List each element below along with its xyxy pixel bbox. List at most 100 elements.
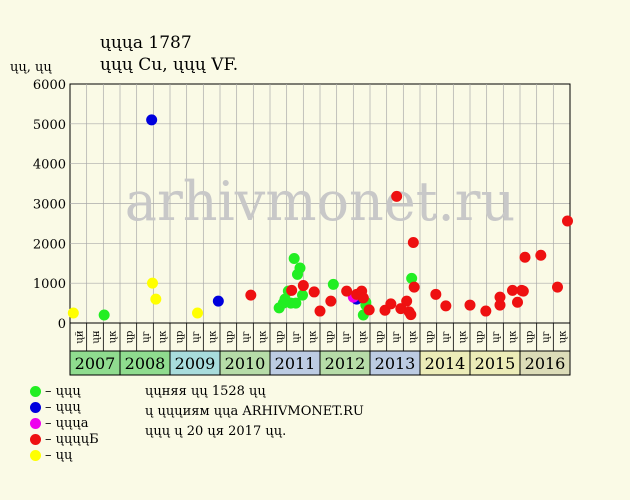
- quarter-label: ųк: [558, 330, 569, 343]
- quarter-label: ųг: [191, 331, 202, 343]
- quarter-label: ųг: [241, 331, 252, 343]
- year-cell: [369, 350, 421, 376]
- quarter-label: ųр: [274, 331, 285, 344]
- data-point: [297, 280, 309, 292]
- data-point: [507, 284, 518, 296]
- data-point: [407, 237, 419, 249]
- data-point: [405, 309, 417, 321]
- year-label: 2011: [275, 354, 316, 373]
- quarter-label: ųк: [208, 330, 219, 343]
- y-tick-label: 4000: [33, 158, 66, 173]
- quarter-label: ųг: [141, 331, 152, 343]
- data-point: [98, 309, 110, 321]
- legend-marker-icon: [30, 386, 41, 397]
- quarter-label: ųк: [258, 330, 269, 343]
- quarter-label: ųк: [358, 330, 369, 343]
- quarter-label: ųг: [491, 331, 502, 343]
- quarter-label: ųг: [541, 331, 552, 343]
- data-point: [552, 281, 563, 293]
- quarter-label: ųр: [124, 331, 135, 344]
- data-point: [480, 305, 492, 317]
- year-label: 2013: [375, 354, 416, 373]
- data-point: [408, 281, 420, 293]
- year-label: 2014: [425, 354, 466, 373]
- year-cell: [319, 350, 371, 376]
- note-date: ųųų ų 20 ųя 2017 ųų.: [145, 424, 287, 439]
- legend-marker-icon: [30, 402, 41, 413]
- legend-item-1: – ųųų: [30, 400, 81, 415]
- legend-item-2: – ųųųа: [30, 416, 89, 431]
- data-point: [288, 252, 300, 264]
- data-point: [535, 249, 547, 261]
- data-point: [430, 288, 442, 300]
- legend-marker-icon: [30, 418, 41, 429]
- legend-label: – ųųų: [45, 384, 81, 399]
- quarter-label: ųн: [91, 330, 102, 343]
- quarter-label: ųр: [174, 331, 185, 344]
- quarter-label: ųр: [474, 331, 485, 344]
- data-point: [325, 295, 337, 307]
- data-point: [440, 300, 452, 312]
- quarter-label: ųр: [424, 331, 435, 344]
- year-label: 2009: [175, 354, 216, 373]
- year-cell: [169, 350, 221, 376]
- data-point: [363, 304, 375, 316]
- data-point: [146, 114, 158, 126]
- y-tick-label: 1000: [33, 277, 66, 292]
- y-tick-label: 5000: [33, 118, 66, 133]
- legend-label: – ųų: [45, 448, 73, 463]
- data-point: [294, 262, 306, 274]
- quarter-label: ųк: [308, 330, 319, 343]
- note-source: ų ųųųиям ųųа ARHIVMONET.RU: [145, 404, 364, 419]
- quarter-label: ųк: [408, 330, 419, 343]
- legend-item-3: – ųųųųБ: [30, 432, 99, 447]
- data-point: [519, 251, 531, 263]
- data-point: [464, 299, 476, 311]
- quarter-label: ųк: [158, 330, 169, 343]
- quarter-label: ųк: [508, 330, 519, 343]
- y-axis-unit: ųų, ųų: [10, 60, 52, 75]
- data-point: [357, 292, 369, 304]
- year-cell: [119, 350, 171, 376]
- data-point: [494, 291, 506, 303]
- quarter-label: ųг: [341, 331, 352, 343]
- quarter-label: ųр: [524, 331, 535, 344]
- data-point: [341, 285, 353, 297]
- watermark: arhivmonet.ru: [125, 170, 515, 233]
- year-label: 2007: [75, 354, 116, 373]
- data-point: [314, 305, 326, 317]
- y-tick-label: 2000: [33, 237, 66, 252]
- quarter-label: ųг: [391, 331, 402, 343]
- legend-item-4: – ųų: [30, 448, 72, 463]
- quarter-label: ųг: [291, 331, 302, 343]
- quarter-label: ųр: [324, 331, 335, 344]
- data-point: [391, 190, 403, 202]
- data-point: [290, 297, 302, 309]
- legend-label: – ųųųųБ: [45, 432, 99, 447]
- quarter-label: ųй: [74, 330, 85, 343]
- note-total: ųųняя ųų 1528 ųų: [145, 384, 266, 399]
- quarter-label: ųг: [441, 331, 452, 343]
- quarter-label: ųк: [108, 330, 119, 343]
- year-cell: [519, 350, 571, 376]
- data-point: [517, 285, 529, 297]
- legend-item-0: – ųųų: [30, 384, 81, 399]
- legend-label: – ųųų: [45, 400, 81, 415]
- data-point: [286, 284, 298, 296]
- data-point: [562, 215, 573, 227]
- quarter-label: ųр: [374, 331, 385, 344]
- year-label: 2010: [225, 354, 266, 373]
- chart-title: ųųųа 1787: [100, 33, 192, 53]
- year-cell: [69, 350, 121, 376]
- data-point: [192, 307, 203, 319]
- data-point: [385, 298, 397, 310]
- data-point: [512, 296, 523, 308]
- data-point: [327, 278, 339, 290]
- data-point: [245, 289, 257, 301]
- legend-marker-icon: [30, 450, 41, 461]
- chart-subtitle: ųųų Cu, ųųų VF.: [100, 55, 239, 75]
- y-tick-label: 6000: [33, 78, 66, 93]
- legend-marker-icon: [30, 434, 41, 445]
- year-label: 2008: [125, 354, 166, 373]
